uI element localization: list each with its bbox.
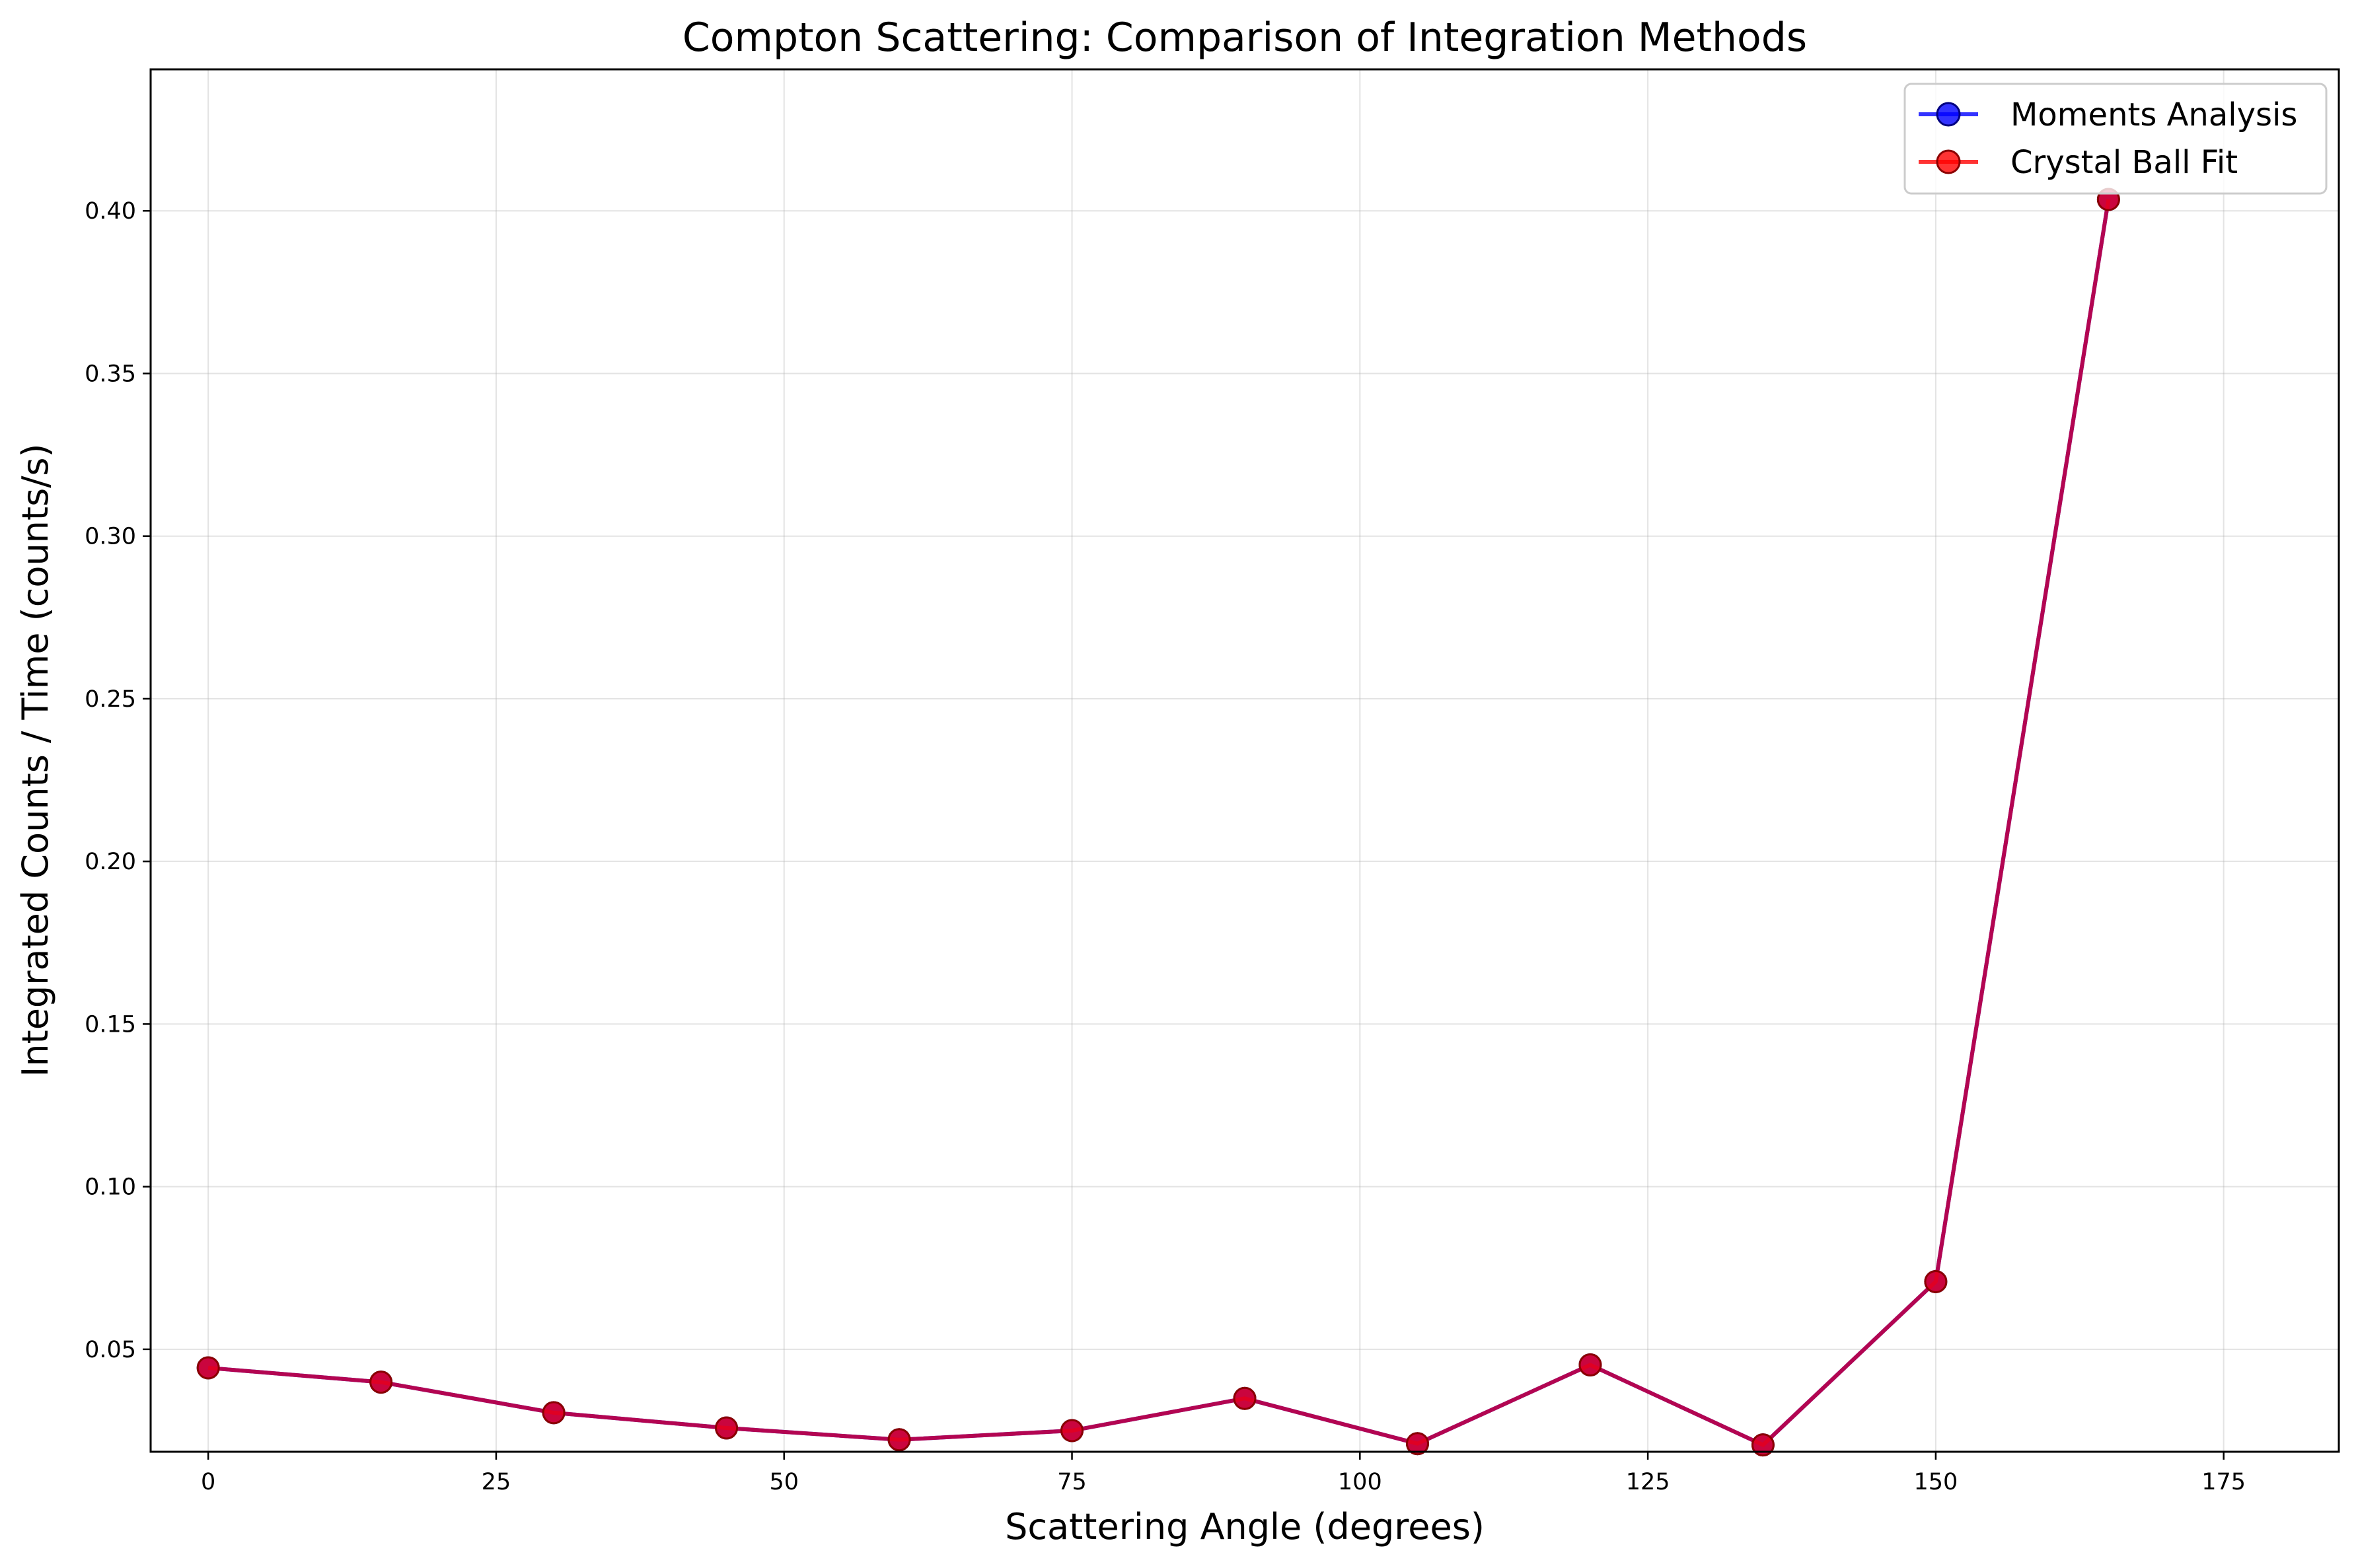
x-tick-label: 75 [1057,1469,1087,1495]
grid-lines [151,69,2339,1452]
x-tick-label: 175 [2201,1469,2246,1495]
data-point [1751,1433,1775,1457]
data-point [887,1428,911,1452]
y-tick-label: 0.05 [85,1337,136,1363]
legend-entry-moments: Moments Analysis [1919,96,2297,133]
data-point [1405,1432,1429,1456]
series-layer [196,188,2120,1457]
data-point [542,1401,566,1425]
x-tick-label: 0 [201,1469,215,1495]
x-tick-label: 125 [1626,1469,1670,1495]
x-tick-label: 50 [769,1469,799,1495]
legend-box [1903,83,2328,195]
x-tick-label: 150 [1913,1469,1958,1495]
chart-title: Compton Scattering: Comparison of Integr… [682,15,1807,61]
data-point [196,1356,220,1380]
plot-area-frame [149,68,2340,1453]
data-point [1233,1386,1257,1410]
legend: Moments Analysis Crystal Ball Fit [1903,83,2328,195]
y-tick-label: 0.25 [85,686,136,713]
legend-marker-crystal-ball [1936,149,1961,174]
x-axis-label: Scattering Angle (degrees) [1005,1506,1485,1548]
data-point [715,1416,739,1440]
y-tick-label: 0.40 [85,198,136,225]
y-axis: 0.05 0.10 0.15 0.20 0.25 0.30 0.35 0.40 [85,198,151,1363]
legend-label-moments: Moments Analysis [2010,96,2297,133]
data-point [1924,1269,1948,1293]
y-tick-label: 0.35 [85,361,136,387]
x-axis: 0 25 50 75 100 125 150 175 [201,1452,2246,1495]
legend-entry-crystal-ball: Crystal Ball Fit [1919,144,2238,181]
data-point [369,1371,393,1394]
y-axis-label: Integrated Counts / Time (counts/s) [15,443,56,1077]
x-tick-label: 25 [482,1469,511,1495]
data-point [1060,1419,1084,1443]
x-tick-label: 100 [1338,1469,1382,1495]
y-tick-label: 0.30 [85,524,136,550]
y-tick-label: 0.20 [85,849,136,875]
data-point [1578,1353,1602,1377]
series-line [207,199,2111,1447]
legend-marker-moments [1936,102,1961,127]
y-tick-label: 0.10 [85,1174,136,1201]
y-tick-label: 0.15 [85,1011,136,1038]
legend-label-crystal-ball: Crystal Ball Fit [2010,144,2238,181]
